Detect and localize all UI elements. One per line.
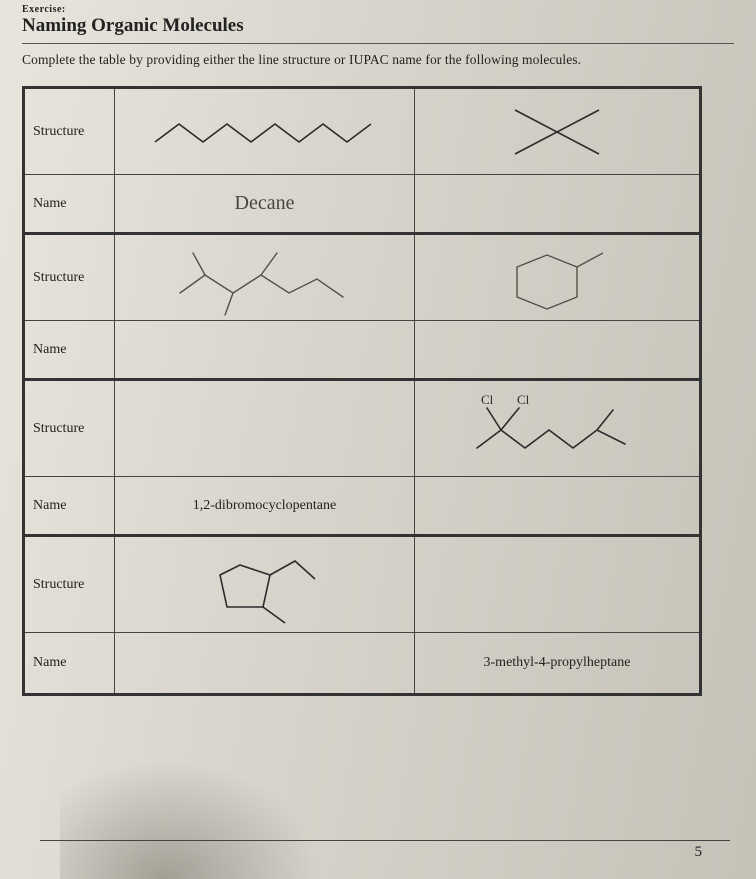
structure-cell-blank xyxy=(415,537,699,632)
table-row: Name xyxy=(25,321,699,381)
row-label-name: Name xyxy=(25,175,115,232)
structure-cell xyxy=(115,537,415,632)
instruction-text: Complete the table by providing either t… xyxy=(22,52,734,68)
page-title: Naming Organic Molecules xyxy=(22,15,734,37)
structure-cell xyxy=(415,89,699,174)
structure-cell: Cl Cl xyxy=(415,381,699,476)
cyclopentane-substituents-structure xyxy=(185,537,345,633)
photo-shadow xyxy=(60,759,320,879)
structure-cell xyxy=(115,89,415,174)
name-cell-blank xyxy=(415,477,699,534)
given-name-methylpropylheptane: 3-methyl-4-propylheptane xyxy=(484,655,631,671)
row-label-name: Name xyxy=(25,477,115,534)
table-row: Name 3-methyl-4-propylheptane xyxy=(25,633,699,693)
row-label-name: Name xyxy=(25,321,115,378)
structure-cell-blank xyxy=(115,381,415,476)
name-cell-blank xyxy=(115,633,415,693)
title-underline xyxy=(22,43,734,44)
table-row: Structure Cl Cl xyxy=(25,381,699,477)
worksheet-table: Structure Name Decane Structure xyxy=(22,86,702,696)
footer-rule xyxy=(40,840,730,841)
name-cell: Decane xyxy=(115,175,415,232)
answer-decane: Decane xyxy=(235,192,295,215)
worksheet-page: Exercise: Naming Organic Molecules Compl… xyxy=(0,0,756,879)
row-label-structure: Structure xyxy=(25,537,115,632)
dichloro-chain-structure: Cl Cl xyxy=(457,386,657,472)
table-row: Structure xyxy=(25,235,699,321)
table-row: Name Decane xyxy=(25,175,699,235)
name-cell: 1,2-dibromocyclopentane xyxy=(115,477,415,534)
name-cell-blank xyxy=(415,175,699,232)
table-row: Name 1,2-dibromocyclopentane xyxy=(25,477,699,537)
decane-structure xyxy=(145,102,385,162)
table-row: Structure xyxy=(25,89,699,175)
table-row: Structure xyxy=(25,537,699,633)
branched-chain-structure xyxy=(165,235,365,321)
dimethylbutane-structure xyxy=(477,92,637,172)
given-name-dibromocyclopentane: 1,2-dibromocyclopentane xyxy=(193,498,336,514)
exercise-label: Exercise: xyxy=(22,4,734,15)
row-label-structure: Structure xyxy=(25,89,115,174)
atom-label-cl: Cl xyxy=(481,392,494,407)
structure-cell xyxy=(415,235,699,320)
name-cell-blank xyxy=(415,321,699,378)
structure-cell xyxy=(115,235,415,320)
row-label-structure: Structure xyxy=(25,235,115,320)
name-cell-blank xyxy=(115,321,415,378)
atom-label-cl: Cl xyxy=(517,392,530,407)
name-cell: 3-methyl-4-propylheptane xyxy=(415,633,699,693)
row-label-structure: Structure xyxy=(25,381,115,476)
cyclohexane-substituent-structure xyxy=(477,235,637,321)
page-number: 5 xyxy=(695,844,703,861)
row-label-name: Name xyxy=(25,633,115,693)
